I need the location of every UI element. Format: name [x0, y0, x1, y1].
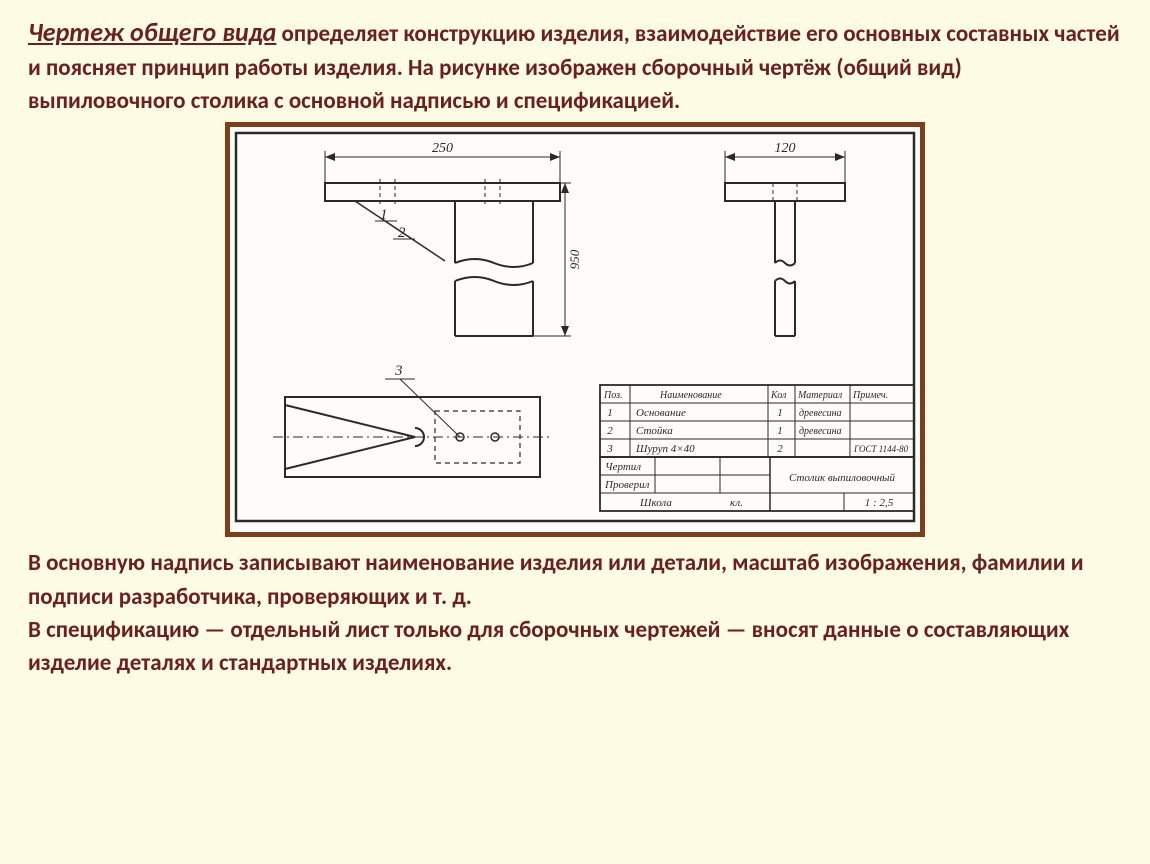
svg-text:Школа: Школа — [639, 497, 672, 509]
svg-text:950: 950 — [567, 250, 582, 270]
svg-text:1: 1 — [607, 407, 613, 419]
svg-text:120: 120 — [775, 141, 796, 156]
underlined-title: Чертеж общего вида — [28, 16, 276, 48]
svg-text:ГОСТ 1144-80: ГОСТ 1144-80 — [853, 444, 909, 454]
technical-drawing: 250 1 2 950 120 3 Поз. Наименование Кол Материал П… — [230, 127, 920, 527]
svg-text:1: 1 — [777, 407, 783, 419]
svg-text:Стойка: Стойка — [636, 425, 673, 437]
svg-text:кл.: кл. — [730, 497, 743, 509]
drawing-frame: 250 1 2 950 120 3 Поз. Наименование Кол Материал П… — [225, 122, 925, 537]
svg-text:250: 250 — [432, 141, 453, 156]
svg-text:3: 3 — [394, 363, 403, 379]
svg-text:Проверил: Проверил — [604, 479, 650, 491]
paragraph-3: В спецификацию — отдельный лист только д… — [28, 614, 1122, 681]
svg-text:Кол: Кол — [770, 390, 787, 401]
svg-text:2: 2 — [607, 425, 613, 437]
page: Чертеж общего вида определяет конструкци… — [0, 0, 1150, 705]
svg-text:древесина: древесина — [799, 426, 842, 437]
svg-text:Шуруп 4×40: Шуруп 4×40 — [635, 443, 695, 455]
svg-text:1 : 2,5: 1 : 2,5 — [865, 497, 894, 509]
svg-text:Наименование: Наименование — [659, 390, 722, 401]
svg-text:1: 1 — [777, 425, 783, 437]
svg-text:древесина: древесина — [799, 408, 842, 419]
svg-text:3: 3 — [606, 443, 613, 455]
drawing-container: 250 1 2 950 120 3 Поз. Наименование Кол Материал П… — [28, 122, 1122, 537]
svg-text:Материал: Материал — [797, 390, 843, 401]
svg-text:Столик выпиловочный: Столик выпиловочный — [789, 472, 896, 484]
svg-text:Примеч.: Примеч. — [852, 390, 888, 401]
svg-text:Чертил: Чертил — [605, 461, 641, 473]
svg-text:Основание: Основание — [636, 407, 686, 419]
svg-text:Поз.: Поз. — [603, 390, 623, 401]
paragraph-1: Чертеж общего вида определяет конструкци… — [28, 14, 1122, 118]
svg-text:2: 2 — [777, 443, 783, 455]
paragraph-2: В основную надпись записывают наименован… — [28, 547, 1122, 614]
